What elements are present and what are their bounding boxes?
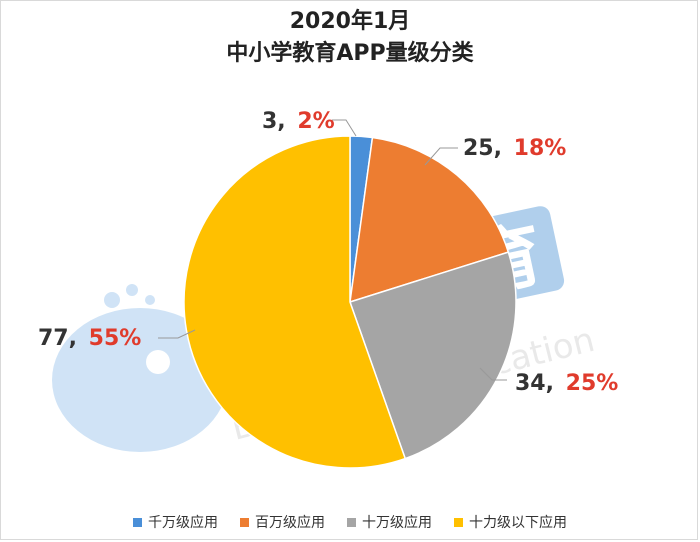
data-label-3: 34, 25% bbox=[515, 371, 618, 396]
watermark-spout-icon-2 bbox=[126, 284, 138, 296]
data-label-1: 3, 2% bbox=[262, 109, 335, 134]
data-labels: 3, 2% 25, 18% 34, 25% 77, 55% bbox=[38, 109, 618, 396]
leader-lines bbox=[158, 119, 507, 381]
legend-label-3: 十万级应用 bbox=[362, 515, 432, 531]
legend-label-2: 百万级应用 bbox=[255, 515, 325, 531]
data-label-4-pct: 55% bbox=[89, 326, 142, 351]
data-label-1-pct: 2% bbox=[297, 109, 334, 134]
pie-slices bbox=[183, 135, 517, 469]
legend-item-2: 百万级应用 bbox=[240, 512, 325, 532]
legend-swatch-1 bbox=[133, 517, 142, 527]
chart-title: 2020年1月 中小学教育APP量级分类 bbox=[0, 6, 700, 70]
data-label-3-value: 34, bbox=[515, 371, 554, 396]
data-label-2-value: 25, bbox=[463, 136, 502, 161]
legend-label-1: 千万级应用 bbox=[148, 515, 218, 531]
leader-line-2 bbox=[424, 147, 458, 166]
legend-item-3: 十万级应用 bbox=[347, 512, 432, 532]
leader-line-1 bbox=[332, 119, 357, 137]
title-line-2: 中小学教育APP量级分类 bbox=[226, 41, 474, 66]
pie-slice-2 bbox=[349, 136, 510, 304]
pie-slice-4 bbox=[183, 135, 407, 469]
pie-slice-3 bbox=[349, 251, 517, 460]
watermark-spout-icon-3 bbox=[145, 295, 155, 305]
watermark-whale-eye-icon bbox=[146, 350, 170, 374]
data-label-2: 25, 18% bbox=[463, 136, 566, 161]
legend-item-4: 十力级以下应用 bbox=[454, 512, 567, 532]
leader-line-3 bbox=[479, 367, 507, 381]
data-label-4: 77, 55% bbox=[38, 326, 141, 351]
legend-item-1: 千万级应用 bbox=[133, 512, 218, 532]
data-label-1-value: 3, bbox=[262, 109, 286, 134]
legend-swatch-2 bbox=[240, 517, 249, 527]
chart-legend: 千万级应用 百万级应用 十万级应用 十力级以下应用 bbox=[0, 512, 700, 532]
legend-label-4: 十力级以下应用 bbox=[469, 515, 567, 531]
title-line-1: 2020年1月 bbox=[289, 9, 411, 34]
watermark-spout-icon bbox=[104, 292, 120, 308]
watermark-whale-icon bbox=[52, 308, 228, 452]
leader-line-4 bbox=[158, 329, 196, 339]
data-label-4-value: 77, bbox=[38, 326, 77, 351]
data-label-2-pct: 18% bbox=[514, 136, 567, 161]
legend-swatch-3 bbox=[347, 517, 356, 527]
legend-swatch-4 bbox=[454, 517, 463, 527]
data-label-3-pct: 25% bbox=[566, 371, 619, 396]
